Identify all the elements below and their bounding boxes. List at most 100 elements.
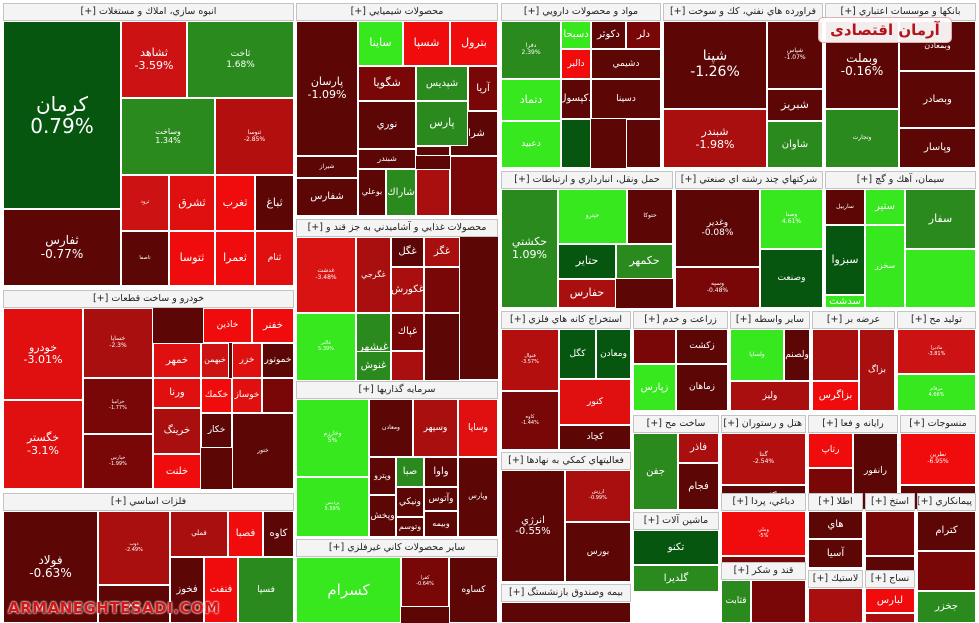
sector-29[interactable]: لبارس نساج [+] xyxy=(865,570,915,623)
stock-tile[interactable]: شبندر -1.98% xyxy=(663,109,767,168)
stock-tile[interactable]: وخارزم 5% xyxy=(296,399,369,477)
sector-24[interactable]: هاي آسيا اطلا [+] xyxy=(808,493,863,568)
stock-tile[interactable]: خاذين xyxy=(203,308,252,343)
minor-stock-tile[interactable] xyxy=(262,378,294,413)
stock-tile[interactable]: زماهان xyxy=(676,364,728,411)
sector-0[interactable]: كرمان 0.79% ثفارس -0.77% ثشاهد -3.59% ثاخت 1.68… xyxy=(3,3,294,286)
stock-tile[interactable]: كچاد xyxy=(559,425,631,450)
sector-27[interactable]: قثابت قند و شكر [+] xyxy=(721,562,806,623)
sector-11[interactable]: فنوال -3.57% كاوه -1.44% كگل ومعادن كچاد كنور اس… xyxy=(501,311,631,450)
stock-tile[interactable]: كفرا -0.64% xyxy=(401,557,449,607)
stock-tile[interactable]: شگويا xyxy=(358,66,416,101)
stock-tile[interactable]: ثباغ xyxy=(255,175,294,231)
stock-tile[interactable]: وتجارت xyxy=(825,109,899,168)
sector-12[interactable]: زپارس زكشت زماهان زراعت و خدم [+] xyxy=(633,311,728,411)
stock-tile[interactable]: خمهر xyxy=(153,343,201,378)
sector-header[interactable]: بيمه وصندوق بازنشستگ [+] xyxy=(501,584,631,602)
stock-tile[interactable]: فجام xyxy=(678,463,719,510)
stock-tile[interactable]: كساوه xyxy=(449,557,498,623)
minor-stock-tile[interactable] xyxy=(917,551,976,591)
stock-tile[interactable]: آسيا xyxy=(808,539,863,568)
minor-stock-tile[interactable] xyxy=(865,511,915,556)
sector-header[interactable]: اطلا [+] xyxy=(808,493,863,511)
stock-tile[interactable]: فجر xyxy=(98,585,170,623)
sector-header[interactable]: استخراج كانه هاي فلزي [+] xyxy=(501,311,631,329)
stock-tile[interactable]: كترام xyxy=(917,511,976,551)
stock-tile[interactable]: ثشرق xyxy=(169,175,215,231)
minor-stock-tile[interactable] xyxy=(450,156,498,216)
stock-tile[interactable]: لبارس xyxy=(865,588,915,613)
stock-tile[interactable]: حفارس xyxy=(558,279,616,308)
sector-25[interactable]: لاستيك [+] xyxy=(808,570,863,623)
stock-tile[interactable]: بزاگرس xyxy=(812,381,859,411)
stock-tile[interactable]: غالبر 5.39% xyxy=(296,313,356,381)
stock-tile[interactable]: سبزوا xyxy=(825,225,865,295)
stock-tile[interactable]: وصنعت xyxy=(760,249,823,308)
stock-tile[interactable]: خساپا -2.3% xyxy=(83,308,153,378)
minor-stock-tile[interactable] xyxy=(501,602,631,623)
stock-tile[interactable]: خبهمن xyxy=(201,343,229,378)
stock-tile[interactable]: ثرود xyxy=(121,175,169,231)
minor-stock-tile[interactable] xyxy=(865,613,915,623)
sector-header[interactable]: محصولات شيميايي [+] xyxy=(296,3,498,21)
stock-tile[interactable]: وسپهر xyxy=(413,399,458,457)
stock-tile[interactable]: قثابت xyxy=(721,580,751,623)
minor-stock-tile[interactable] xyxy=(391,351,424,381)
sector-2[interactable]: دفرا2.39%دسبحادكوثردلردالبردتماددشيميدكپ… xyxy=(501,3,661,168)
stock-tile[interactable]: وملي -5% xyxy=(721,511,806,556)
stock-tile[interactable]: ساينا xyxy=(358,21,403,66)
sector-7[interactable]: وغدير -0.08% وصنا 4.61% وسپه -0.48% وصنعت شركته… xyxy=(675,171,823,308)
sector-header[interactable]: فعاليتهاي كمكي به نهادها [+] xyxy=(501,452,631,470)
stock-tile[interactable]: ثاصفا xyxy=(121,231,169,286)
stock-tile[interactable]: ومعادن xyxy=(596,329,631,379)
stock-tile[interactable]: شپاس -1.07% xyxy=(767,21,823,89)
sector-header[interactable]: قند و شكر [+] xyxy=(721,562,806,580)
stock-tile[interactable]: زكشت xyxy=(676,329,728,364)
sector-header[interactable]: عرضه بر [+] xyxy=(812,311,895,329)
sector-header[interactable]: پيمانكاري [+] xyxy=(917,493,976,511)
stock-tile[interactable]: وپارس xyxy=(458,457,498,537)
stock-tile[interactable]: بزاگ xyxy=(859,329,895,411)
sector-16[interactable]: انرژي -0.55% ارزش -0.99% بورس فعاليتهاي كمكي … xyxy=(501,452,631,582)
stock-tile[interactable]: وليز xyxy=(730,381,810,411)
stock-tile[interactable]: هاي xyxy=(808,511,863,539)
stock-tile[interactable]: كاوه xyxy=(263,511,294,557)
stock-tile[interactable]: خلنت xyxy=(153,454,201,489)
stock-tile[interactable]: تكنو xyxy=(633,530,719,565)
stock-tile[interactable]: وبصادر xyxy=(899,71,976,128)
minor-stock-tile[interactable] xyxy=(626,119,661,168)
stock-tile[interactable]: غنوش xyxy=(356,351,391,381)
minor-stock-tile[interactable] xyxy=(561,119,591,168)
stock-tile[interactable]: خموتور xyxy=(262,343,294,378)
stock-tile[interactable]: فسپا xyxy=(238,557,294,623)
sector-header[interactable]: حمل ونقل، انبارداري و ارتباطات [+] xyxy=(501,171,673,189)
sector-header[interactable]: فراورده هاي نفتي، كك و سوخت [+] xyxy=(663,3,823,21)
sector-header[interactable]: سيمان، آهك و گچ [+] xyxy=(825,171,976,189)
stock-tile[interactable]: پارس xyxy=(416,101,468,146)
stock-tile[interactable]: صبا xyxy=(396,457,424,487)
stock-tile[interactable]: بترول xyxy=(450,21,498,66)
stock-tile[interactable]: وساخت 1.34% xyxy=(121,98,215,175)
stock-tile[interactable]: غگز xyxy=(424,237,460,267)
sector-10[interactable]: وخارزم 5% ومعادن وسپهر وساپا وپارس صبا واوا ونيك… xyxy=(296,381,498,537)
stock-tile[interactable]: دكوثر xyxy=(591,21,626,49)
stock-tile[interactable]: ثعمرا xyxy=(215,231,255,286)
stock-tile[interactable]: خزر xyxy=(232,343,262,378)
sector-header[interactable]: رايانه و فعا [+] xyxy=(808,415,898,433)
sector-header[interactable]: مواد و محصولات دارويي [+] xyxy=(501,3,661,21)
minor-stock-tile[interactable] xyxy=(416,169,450,216)
stock-tile[interactable]: خزاميا -1.77% xyxy=(83,378,153,434)
stock-tile[interactable]: وبيمه xyxy=(424,511,458,537)
stock-tile[interactable]: حكشتي 1.09% xyxy=(501,189,558,308)
stock-tile[interactable]: وپترو xyxy=(369,457,396,495)
stock-tile[interactable]: شبندر xyxy=(358,149,416,169)
stock-tile[interactable]: ونيكي xyxy=(396,487,424,517)
stock-tile[interactable]: جخزر xyxy=(917,591,976,623)
stock-tile[interactable]: شپديس xyxy=(416,66,468,101)
minor-stock-tile[interactable] xyxy=(424,267,460,313)
stock-tile[interactable]: دسبحا xyxy=(561,21,591,49)
stock-tile[interactable]: ثنوسا -2.85% xyxy=(215,98,294,175)
stock-tile[interactable]: پارسان -1.09% xyxy=(296,21,358,156)
stock-tile[interactable]: حتاير xyxy=(558,244,616,279)
stock-tile[interactable]: ارزش -0.99% xyxy=(565,470,631,522)
